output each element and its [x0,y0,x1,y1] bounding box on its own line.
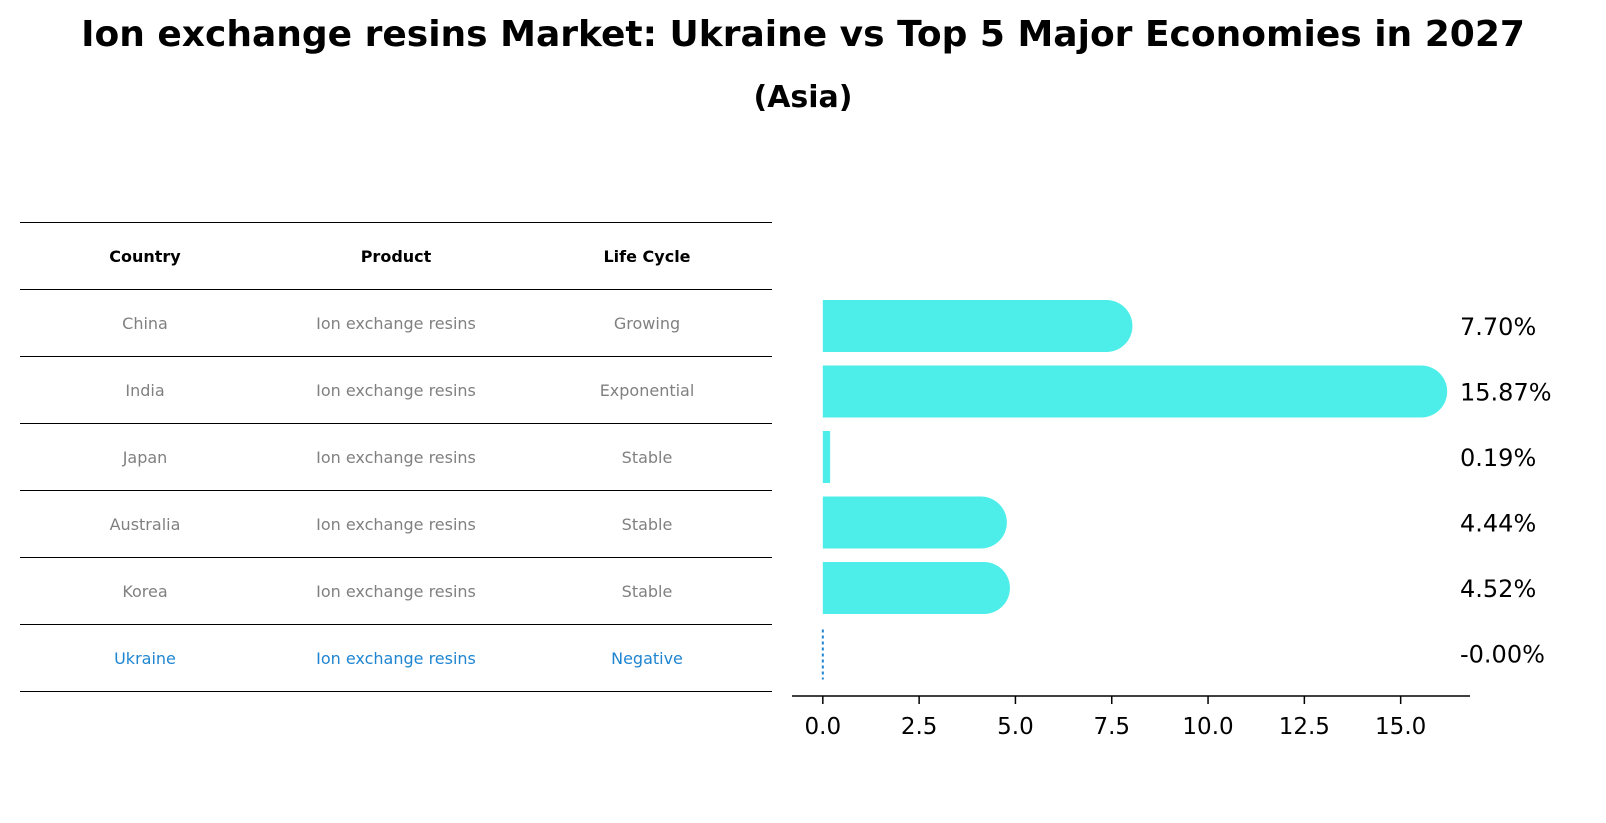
chart-title: Ion exchange resins Market: Ukraine vs T… [81,14,1525,55]
x-tick-label: 5.0 [997,714,1034,740]
cell-country: Australia [109,514,181,534]
value-label: 4.52% [1460,575,1536,603]
bar [822,300,1133,352]
cell-country: Ukraine [114,648,176,668]
cell-product: Ion exchange resins [316,313,476,333]
bar [822,365,1448,418]
table-header-row: Country Product Life Cycle [20,222,772,289]
cell-life-cycle: Stable [621,581,673,601]
x-tick-label: 7.5 [1093,714,1130,740]
value-label: 0.19% [1460,444,1536,472]
value-label: 7.70% [1460,313,1536,341]
value-label: -0.00% [1460,641,1545,669]
header-life-cycle: Life Cycle [603,246,691,266]
x-tick-label: 2.5 [901,714,938,740]
chart-subtitle: (Asia) [753,80,853,115]
bar [822,562,1010,614]
bar [822,431,831,483]
bar [822,496,1007,549]
cell-life-cycle: Exponential [599,380,695,400]
header-country: Country [109,246,181,266]
cell-country: Japan [122,447,168,467]
cell-product: Ion exchange resins [316,447,476,467]
value-label: 15.87% [1460,379,1552,407]
cell-product: Ion exchange resins [316,581,476,601]
cell-product: Ion exchange resins [316,514,476,534]
cell-life-cycle: Negative [611,648,683,668]
header-product: Product [360,246,432,266]
cell-life-cycle: Stable [621,514,673,534]
table-row: Australia Ion exchange resins Stable [20,490,772,557]
cell-life-cycle: Growing [613,313,681,333]
table-row: Japan Ion exchange resins Stable [20,423,772,490]
market-table: Country Product Life Cycle China Ion exc… [20,222,772,692]
x-tick-label: 0.0 [805,714,842,740]
cell-product: Ion exchange resins [316,648,476,668]
value-label: 4.44% [1460,510,1536,538]
table-row: India Ion exchange resins Exponential [20,356,772,423]
x-tick-label: 12.5 [1279,714,1330,740]
table-row-highlight: Ukraine Ion exchange resins Negative [20,624,772,692]
cell-country: India [125,380,165,400]
table-row: Korea Ion exchange resins Stable [20,557,772,624]
x-tick-label: 10.0 [1182,714,1233,740]
cell-country: China [122,313,168,333]
cell-life-cycle: Stable [621,447,673,467]
cell-country: Korea [122,581,168,601]
table-row: China Ion exchange resins Growing [20,289,772,356]
cell-product: Ion exchange resins [316,380,476,400]
x-tick-label: 15.0 [1375,714,1426,740]
